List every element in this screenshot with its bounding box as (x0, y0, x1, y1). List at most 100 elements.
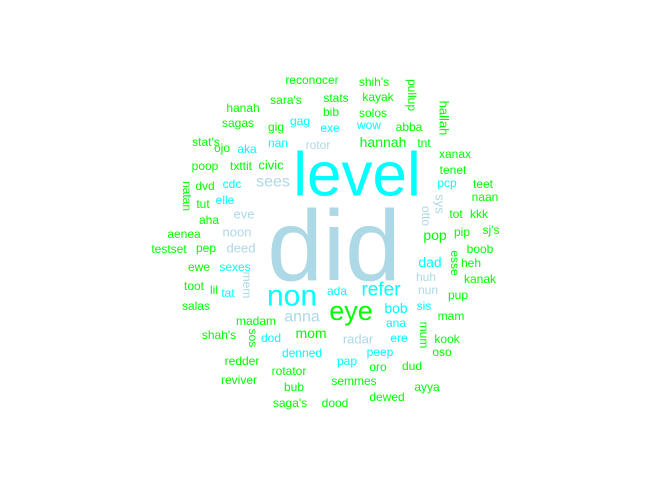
word-sis: sis (417, 299, 432, 313)
word-anna: anna (284, 309, 320, 326)
word-dood: dood (322, 396, 349, 410)
word-ada: ada (327, 284, 347, 298)
word-aenea: aenea (167, 227, 201, 241)
word-pep: pep (196, 241, 216, 255)
word-sos: sos (246, 329, 260, 348)
word-stat-s: stat's (192, 135, 220, 149)
word-kanak: kanak (464, 272, 497, 286)
word-kook: kook (434, 332, 460, 346)
word-pcp: pcp (437, 176, 457, 190)
word-level: level (293, 141, 421, 210)
word-pullup: pullup (405, 79, 419, 111)
word-poop: poop (192, 159, 219, 173)
word-tut: tut (196, 197, 210, 211)
word-tot: tot (449, 207, 463, 221)
word-kkk: kkk (470, 207, 489, 221)
word-bib: bib (323, 105, 339, 119)
word-otto: otto (419, 206, 433, 226)
word-tenet: tenet (440, 163, 467, 177)
word-salas: salas (182, 299, 210, 313)
word-did: did (267, 190, 400, 302)
word-dad: dad (418, 254, 441, 270)
word-ewe: ewe (188, 260, 210, 274)
word-eve: eve (234, 207, 255, 222)
word-pop: pop (423, 227, 447, 243)
word-pip: pip (454, 225, 470, 239)
word-pup: pup (448, 288, 468, 302)
word-rotor: rotor (306, 138, 331, 152)
word-naan: naan (472, 190, 499, 204)
word-wow: wow (356, 118, 381, 132)
word-tnt: tnt (417, 136, 431, 150)
word-nun: nun (418, 283, 438, 297)
word-rotator: rotator (272, 364, 307, 378)
word-lil: lil (210, 283, 218, 297)
word-heh: heh (461, 256, 481, 270)
word-sexes: sexes (219, 260, 250, 274)
word-refer: refer (361, 280, 401, 301)
word-semmes: semmes (331, 374, 376, 388)
word-mam: mam (438, 309, 465, 323)
word-hallah: hallah (437, 101, 452, 136)
word-esse: esse (448, 250, 462, 276)
word-hanah: hanah (226, 101, 259, 115)
word-civic: civic (258, 158, 284, 173)
word-madam: madam (236, 314, 276, 328)
word-exe: exe (320, 121, 340, 135)
word-ere: ere (390, 331, 408, 345)
word-natan: natan (180, 181, 194, 211)
word-gig: gig (268, 120, 284, 134)
word-teet: teet (473, 177, 494, 191)
word-nan: nan (268, 136, 288, 150)
word-abba: abba (396, 120, 423, 134)
word-mum: mum (417, 322, 431, 349)
word-txttit: txttit (230, 159, 253, 173)
word-sj-s: sj's (483, 223, 500, 237)
word-sees: sees (256, 174, 290, 191)
word-dvd: dvd (195, 179, 214, 193)
word-gag: gag (290, 114, 310, 128)
word-non: non (267, 280, 317, 313)
word-pap: pap (337, 354, 357, 368)
word-hannah: hannah (360, 134, 407, 150)
word-sys: sys (433, 194, 448, 214)
word-saga-s: saga's (273, 396, 307, 410)
word-oro: oro (369, 360, 387, 374)
word-ayya: ayya (414, 380, 440, 394)
word-peep: peep (367, 345, 394, 359)
word-bub: bub (284, 380, 304, 394)
word-cdc: cdc (223, 177, 242, 191)
word-aka: aka (237, 142, 257, 156)
word-ana: ana (386, 316, 406, 330)
word-denned: denned (282, 346, 322, 360)
word-reviver: reviver (221, 373, 257, 387)
word-tat: tat (221, 286, 235, 300)
word-shih-s: shih's (359, 75, 389, 89)
word-shah-s: shah's (202, 328, 236, 342)
word-eye: eye (329, 296, 373, 326)
word-xanax: xanax (439, 147, 471, 161)
word-dewed: dewed (369, 390, 404, 404)
word-radar: radar (343, 332, 374, 347)
word-sara-s: sara's (270, 93, 302, 107)
word-dud: dud (402, 359, 422, 373)
word-oso: oso (432, 345, 452, 359)
word-huh: huh (416, 270, 436, 284)
word-mom: mom (295, 325, 326, 341)
word-bob: bob (384, 300, 408, 316)
word-aha: aha (199, 213, 219, 227)
word-redder: redder (225, 354, 260, 368)
word-testset: testset (151, 242, 187, 256)
word-solos: solos (359, 106, 387, 120)
word-dod: dod (261, 331, 281, 345)
word-noon: noon (223, 225, 252, 240)
word-stats: stats (323, 91, 348, 105)
word-elle: elle (216, 193, 235, 207)
word-ojo: ojo (214, 141, 230, 155)
word-kayak: kayak (362, 90, 394, 104)
word-mem: mem (240, 272, 254, 299)
word-deed: deed (227, 241, 256, 256)
word-reconocer: reconocer (285, 73, 338, 87)
word-toot: toot (184, 279, 205, 293)
